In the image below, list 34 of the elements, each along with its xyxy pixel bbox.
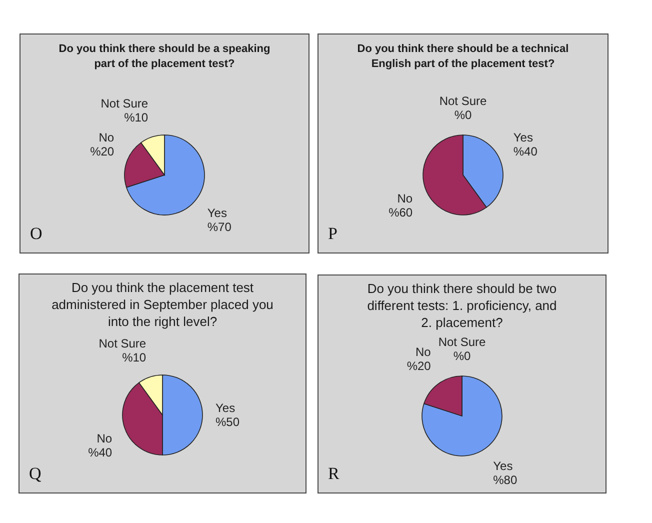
pie-slice — [126, 134, 205, 216]
text: R — [328, 464, 340, 483]
text: Q — [29, 464, 42, 483]
slice-label: No — [98, 130, 114, 145]
text: %0 — [453, 349, 471, 363]
text: O — [30, 224, 42, 243]
slice-label: No — [96, 431, 112, 446]
text: %0 — [454, 108, 472, 122]
category-label: Not Sure — [438, 335, 486, 349]
chart-title: Do you think there should be a speaking part of the placement test? — [58, 43, 270, 70]
slice-label: Not Sure — [100, 96, 148, 111]
data-label: %10 — [122, 350, 146, 365]
text: P — [328, 224, 338, 243]
slice-label: No — [397, 191, 413, 206]
chart-title: Do you think there should be a technical English part of the placement test? — [357, 43, 569, 70]
slice-label: Yes — [216, 401, 236, 415]
data-label: %80 — [493, 472, 518, 487]
data-label: %10 — [124, 110, 148, 125]
data-label: %40 — [513, 144, 538, 159]
data-label: %50 — [216, 415, 240, 429]
slice-label: Yes — [513, 130, 533, 145]
chart-title: Do you think there should be two different tests: 1. proficiency, and 2. placement? — [367, 281, 557, 330]
data-label: %60 — [388, 205, 413, 220]
data-label: %20 — [406, 359, 432, 374]
data-label: %40 — [88, 445, 112, 460]
data-label: %70 — [207, 220, 232, 234]
category-label: Not Sure — [439, 94, 487, 108]
chart-title: Do you think the placement test administered in September placed you into the right level? — [52, 280, 274, 329]
slice-label: Yes — [207, 206, 227, 220]
slice-label: Not Sure — [98, 336, 146, 351]
slice-label: Yes — [493, 458, 513, 473]
pie-slice — [422, 376, 502, 456]
data-label: %20 — [90, 144, 114, 159]
slice-label: No — [416, 345, 432, 360]
